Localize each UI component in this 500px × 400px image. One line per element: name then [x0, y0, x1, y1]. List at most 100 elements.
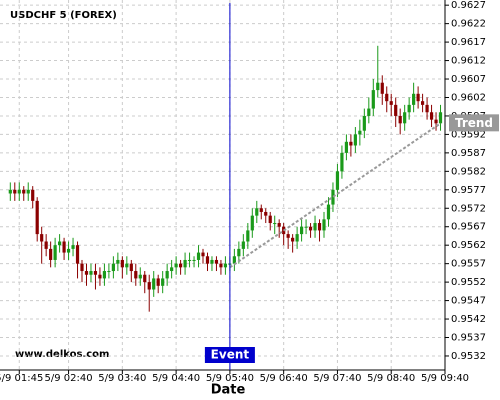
- candle-body: [66, 248, 71, 253]
- candle-body: [205, 256, 210, 264]
- candle-body: [44, 241, 48, 249]
- y-tick-label: 0.9622: [451, 19, 486, 30]
- candle-body: [174, 263, 178, 268]
- y-tick-label: 0.9577: [451, 185, 486, 196]
- event-label-box: [204, 347, 255, 363]
- candle-body: [268, 215, 272, 224]
- candle-body: [165, 271, 169, 279]
- y-tick-label: 0.9617: [451, 37, 486, 48]
- candle-body: [71, 245, 75, 249]
- candle-body: [40, 234, 44, 242]
- candle-body: [371, 90, 375, 109]
- candle-body: [299, 226, 304, 235]
- candle-body: [93, 271, 98, 275]
- candle-body: [138, 274, 142, 279]
- candle-body: [161, 278, 165, 286]
- candle-body: [8, 189, 12, 194]
- x-tick-label: 5/9 04:40: [152, 373, 200, 384]
- candle-body: [420, 101, 425, 105]
- candle-body: [398, 115, 402, 124]
- candle-body: [84, 271, 89, 275]
- trend-line: [229, 122, 442, 269]
- candle-body: [75, 245, 80, 264]
- candle-body: [317, 223, 322, 231]
- candle-body: [22, 189, 26, 194]
- candle-body: [295, 234, 299, 242]
- candle-body: [147, 282, 151, 290]
- trend-label-box: [449, 114, 499, 132]
- candle-body: [49, 248, 53, 260]
- candle-body: [241, 241, 245, 249]
- candle-body: [17, 189, 21, 194]
- x-tick-label: 5/9 03:40: [98, 373, 146, 384]
- candle-body: [187, 259, 192, 261]
- x-tick-label: 5/9 06:40: [260, 373, 308, 384]
- y-tick-label: 0.9562: [451, 240, 486, 251]
- candle-body: [286, 234, 290, 238]
- chart-title: USDCHF 5 (FOREX): [10, 10, 117, 21]
- x-tick-label: 5/9 02:40: [45, 373, 93, 384]
- candle-body: [407, 104, 411, 113]
- candle-body: [156, 278, 160, 286]
- candle-body: [291, 237, 295, 242]
- candle-body: [178, 263, 183, 268]
- candle-body: [313, 223, 317, 231]
- candle-body: [362, 115, 366, 131]
- candle-body: [214, 259, 219, 264]
- candle-body: [412, 93, 416, 105]
- x-axis-label: Date: [211, 383, 246, 398]
- candle-body: [340, 152, 344, 172]
- candle-body: [143, 274, 147, 283]
- candle-body: [183, 259, 187, 268]
- candle-body: [438, 112, 443, 124]
- y-tick-label: 0.9592: [451, 129, 486, 140]
- candle-body: [111, 263, 115, 272]
- candle-body: [308, 226, 313, 231]
- candle-body: [403, 112, 407, 124]
- candle-body: [62, 241, 66, 253]
- y-tick-label: 0.9572: [451, 203, 486, 214]
- candle-body: [429, 112, 434, 120]
- trend-label: Trend: [455, 116, 493, 130]
- candle-body: [26, 189, 30, 194]
- candle-body: [35, 200, 39, 235]
- candle-body: [277, 223, 281, 227]
- x-tick-label: 5/9 09:40: [421, 373, 469, 384]
- candle-body: [219, 263, 223, 268]
- candle-body: [107, 271, 111, 273]
- candle-body: [335, 171, 340, 190]
- candle-body: [389, 101, 393, 105]
- candle-body: [322, 219, 326, 231]
- candle-body: [152, 278, 156, 290]
- candle-body: [134, 271, 138, 279]
- y-tick-label: 0.9567: [451, 222, 486, 233]
- candle-body: [273, 223, 277, 225]
- candle-body: [210, 259, 214, 264]
- candle-body: [80, 263, 84, 272]
- candle-body: [326, 204, 331, 220]
- y-tick-label: 0.9587: [451, 148, 486, 159]
- candle-body: [394, 104, 398, 116]
- candle-body: [201, 252, 205, 257]
- y-tick-label: 0.9602: [451, 92, 486, 103]
- candle-body: [232, 256, 236, 264]
- candle-body: [170, 267, 174, 272]
- candle-body: [416, 93, 420, 102]
- candle-body: [102, 271, 107, 279]
- candle-body: [58, 241, 62, 246]
- candle-body: [31, 189, 35, 201]
- watermark: www.delkos.com: [15, 349, 109, 360]
- candle-body: [89, 271, 93, 275]
- candle-body: [358, 130, 362, 135]
- candle-body: [13, 189, 17, 194]
- candle-body: [434, 119, 438, 124]
- candle-body: [237, 248, 241, 257]
- candle-body: [344, 141, 349, 153]
- x-tick-label: 5/9 05:40: [206, 373, 254, 384]
- candle-body: [380, 82, 384, 94]
- candle-body: [129, 263, 133, 272]
- candle-body: [304, 226, 308, 228]
- candle-body: [425, 104, 429, 113]
- candle-body: [98, 274, 102, 279]
- candle-body: [120, 259, 124, 268]
